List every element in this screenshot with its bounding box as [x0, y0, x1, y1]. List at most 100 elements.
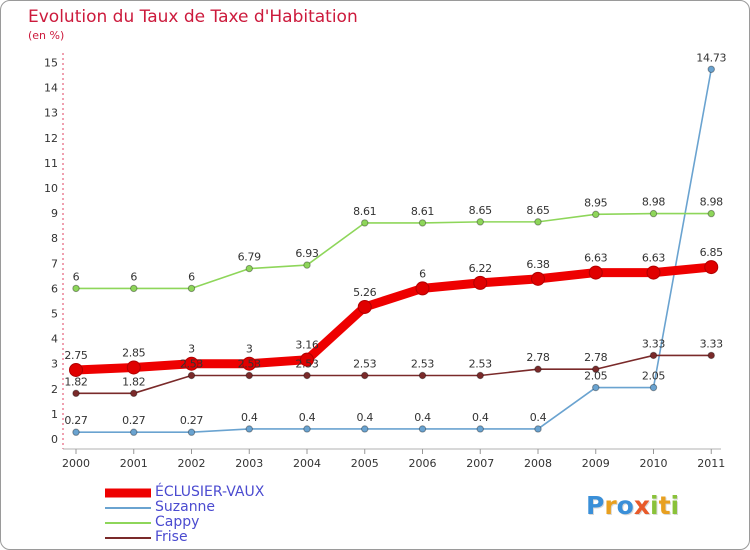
data-point — [69, 362, 83, 377]
unit-label: (en %) — [28, 29, 65, 42]
series-points — [69, 65, 719, 436]
data-point — [72, 389, 80, 398]
data-point — [72, 428, 80, 436]
data-point — [476, 425, 484, 433]
legend: ÉCLUSIER-VAUX Suzanne Cappy Frise — [103, 484, 423, 545]
data-point — [130, 389, 138, 398]
data-point — [130, 284, 138, 293]
legend-item: ÉCLUSIER-VAUX — [103, 484, 423, 500]
data-point — [126, 360, 141, 375]
data-label: 8.65 — [469, 204, 493, 217]
data-point — [245, 425, 253, 433]
data-label: 6.63 — [642, 252, 666, 265]
data-label: 8.98 — [642, 196, 666, 209]
data-label: 3 — [246, 343, 253, 356]
data-point — [588, 265, 603, 280]
data-label: 2.53 — [469, 357, 493, 370]
x-tick-label: 2003 — [235, 457, 263, 470]
data-label: 8.61 — [353, 205, 376, 218]
data-label: 2.85 — [122, 346, 146, 359]
data-label: 3.33 — [642, 337, 666, 350]
data-label: 2.78 — [526, 351, 550, 364]
data-point — [187, 371, 196, 380]
data-label: 0.27 — [64, 414, 88, 427]
data-label: 3.33 — [700, 337, 724, 350]
y-tick-label: 7 — [51, 257, 58, 270]
data-point — [707, 65, 715, 73]
proxiti-logo: Proxiti — [586, 491, 679, 520]
data-label: 6.85 — [700, 246, 724, 259]
data-label: 2.53 — [411, 357, 435, 370]
y-tick-label: 10 — [44, 182, 58, 195]
x-tick-label: 2009 — [582, 457, 610, 470]
data-label: 0.4 — [241, 411, 258, 424]
legend-label: ÉCLUSIER-VAUX — [155, 484, 265, 500]
series-line-cappy — [75, 212, 713, 290]
legend-label: Cappy — [155, 514, 200, 530]
data-label: 2.53 — [353, 357, 377, 370]
data-point — [707, 351, 715, 360]
legend-item: Frise — [103, 529, 423, 545]
legend-swatch — [105, 522, 151, 524]
legend-swatch — [105, 507, 151, 509]
y-tick-label: 12 — [44, 132, 58, 145]
data-point — [649, 383, 658, 392]
data-label: 0.27 — [122, 414, 146, 427]
data-label: 0.4 — [299, 411, 316, 424]
y-tick-label: 15 — [44, 57, 58, 70]
logo-letter: o — [616, 491, 634, 520]
data-label: 6 — [188, 270, 195, 283]
data-label: 8.95 — [584, 196, 608, 209]
data-point — [707, 209, 715, 218]
data-label: 2.53 — [238, 357, 262, 370]
x-tick-label: 2005 — [351, 457, 379, 470]
data-point — [704, 260, 719, 275]
data-label: 6 — [73, 270, 80, 283]
data-label: 3 — [188, 343, 195, 356]
series-line-suzanne — [75, 68, 713, 434]
y-tick-label: 0 — [51, 433, 58, 446]
logo-letter: r — [604, 491, 617, 520]
data-label: 6 — [419, 267, 426, 280]
x-tick-label: 2007 — [466, 457, 494, 470]
series-lines — [71, 68, 716, 434]
data-point — [303, 425, 311, 433]
legend-swatch — [105, 537, 151, 539]
data-point — [361, 219, 369, 227]
data-label: 6.38 — [526, 258, 550, 271]
x-tick-label: 2006 — [409, 457, 437, 470]
data-point — [534, 365, 542, 373]
data-label: 2.05 — [584, 370, 608, 383]
y-tick-label: 4 — [51, 333, 58, 346]
data-label: 14.73 — [696, 51, 726, 64]
data-point — [418, 425, 427, 433]
data-label: 1.82 — [64, 375, 87, 388]
y-tick-label: 3 — [51, 358, 58, 371]
data-label: 8.61 — [411, 205, 434, 218]
y-tick-label: 14 — [44, 82, 58, 95]
x-tick-label: 2002 — [178, 457, 206, 470]
data-point — [592, 383, 600, 392]
data-point — [357, 299, 372, 314]
data-point — [242, 356, 257, 371]
data-point — [534, 425, 542, 433]
data-point — [473, 275, 488, 290]
data-point — [649, 209, 658, 218]
logo-letter: i — [650, 491, 659, 520]
data-point — [187, 428, 196, 436]
data-label: 6 — [130, 270, 137, 283]
data-label: 0.27 — [180, 414, 204, 427]
legend-item: Suzanne — [103, 499, 423, 515]
data-point — [418, 371, 427, 380]
data-point — [649, 351, 658, 360]
data-point — [534, 218, 542, 226]
data-point — [646, 265, 661, 280]
data-label: 8.98 — [700, 196, 724, 209]
data-point — [476, 218, 484, 226]
data-point — [245, 264, 253, 273]
data-point — [592, 365, 600, 373]
data-point — [184, 356, 199, 371]
data-point — [303, 371, 311, 380]
logo-letter: i — [670, 491, 680, 520]
